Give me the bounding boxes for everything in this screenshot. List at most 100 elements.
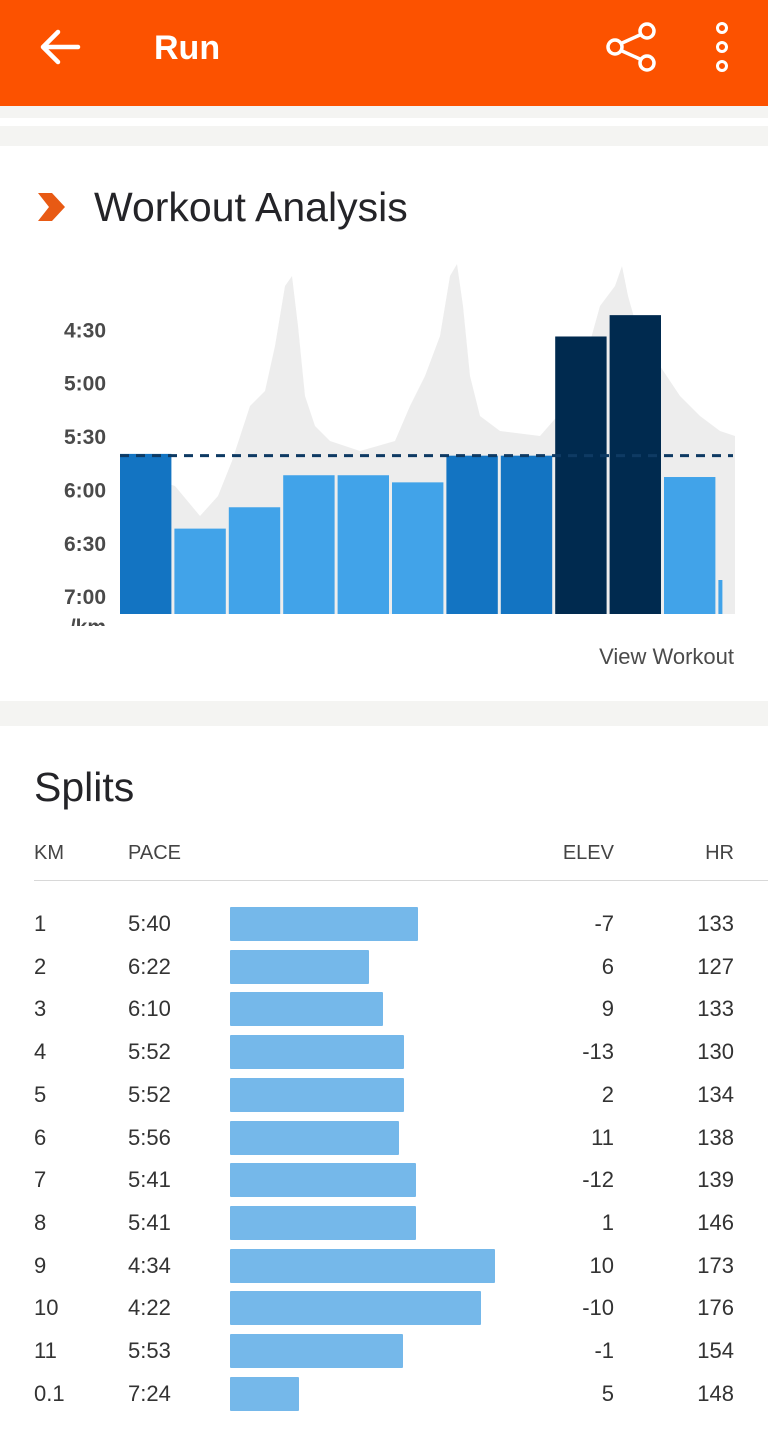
split-hr: 127 xyxy=(697,953,734,979)
table-row: 2 6:22 6 127 xyxy=(0,949,768,992)
table-row: 0.1 7:24 5 148 xyxy=(0,1376,768,1419)
split-pace-bar xyxy=(230,949,369,984)
split-elev: -10 xyxy=(582,1295,614,1321)
section-title: Splits xyxy=(34,764,135,810)
more-vertical-icon[interactable] xyxy=(708,22,736,72)
split-pace-bar xyxy=(230,1120,399,1155)
pace-chart[interactable]: 4:30 5:00 5:30 6:00 6:30 7:00/km xyxy=(0,246,768,626)
table-row: 9 4:34 10 173 xyxy=(0,1248,768,1291)
pace-bar[interactable] xyxy=(120,453,172,614)
split-km: 4 xyxy=(34,1039,47,1065)
pace-bar[interactable] xyxy=(500,455,553,614)
y-axis-tick-label: 4:30 xyxy=(64,319,106,342)
table-row: 3 6:10 9 133 xyxy=(0,992,768,1034)
split-km: 1 xyxy=(34,911,47,936)
chevron-right-icon xyxy=(38,193,65,221)
split-hr: 133 xyxy=(697,911,734,936)
y-axis-tick-label: 6:30 xyxy=(64,533,106,556)
split-km: 3 xyxy=(34,996,47,1022)
split-hr: 134 xyxy=(697,1081,734,1107)
hr-column-header: HR xyxy=(705,842,734,864)
table-row: 1 5:40 -7 133 xyxy=(0,907,768,949)
pace-bar[interactable] xyxy=(446,455,498,614)
split-elev: -1 xyxy=(594,1338,614,1363)
split-hr: 133 xyxy=(697,996,734,1022)
table-row: 7 5:41 -12 139 xyxy=(0,1163,768,1205)
pace-column-header: PACE xyxy=(128,842,181,864)
split-km: 11 xyxy=(34,1338,57,1363)
split-pace: 5:52 xyxy=(128,1039,171,1065)
split-hr: 139 xyxy=(697,1167,734,1193)
table-row: 10 4:22 -10 176 xyxy=(0,1291,768,1333)
km-column-header: KM xyxy=(34,842,64,864)
split-hr: 146 xyxy=(697,1209,734,1235)
page-title: Run xyxy=(154,29,221,67)
pace-bar[interactable] xyxy=(174,528,226,614)
split-hr: 173 xyxy=(697,1252,734,1278)
pace-bar[interactable] xyxy=(392,482,444,614)
arrow-left-icon[interactable] xyxy=(36,26,82,68)
y-axis-tick-label: 7:00 xyxy=(64,586,106,609)
split-km: 10 xyxy=(34,1295,59,1321)
split-km: 5 xyxy=(34,1081,47,1107)
split-elev: 5 xyxy=(601,1380,614,1406)
elev-column-header: ELEV xyxy=(562,842,614,864)
split-km: 7 xyxy=(34,1167,47,1193)
split-pace-bar xyxy=(230,1248,495,1283)
split-pace-bar xyxy=(230,1205,417,1240)
table-row: 4 5:52 -13 130 xyxy=(0,1035,768,1077)
split-km: 9 xyxy=(34,1252,47,1278)
split-pace: 5:41 xyxy=(128,1167,171,1193)
split-pace-bar xyxy=(230,907,418,941)
split-hr: 176 xyxy=(697,1295,734,1321)
section-divider xyxy=(0,701,768,726)
splits-section: Splits KM PACE ELEV HR 1 5:40 -7 133 2 6:22 6 1… xyxy=(0,726,768,1448)
split-pace-bar xyxy=(230,1035,404,1070)
table-row: 11 5:53 -1 154 xyxy=(0,1334,768,1376)
y-axis-tick-label: 5:30 xyxy=(64,426,106,449)
split-pace: 7:24 xyxy=(128,1380,171,1406)
split-pace: 5:40 xyxy=(128,911,171,936)
y-axis-tick-label: 5:00 xyxy=(64,373,106,396)
split-elev: 6 xyxy=(601,953,614,979)
split-km: 0.1 xyxy=(34,1380,65,1406)
split-km: 6 xyxy=(34,1124,47,1150)
pace-bar[interactable] xyxy=(555,336,607,614)
split-elev: 1 xyxy=(601,1209,614,1235)
split-pace-bar xyxy=(230,1334,403,1368)
split-pace: 6:22 xyxy=(128,953,171,979)
table-row: 6 5:56 11 138 xyxy=(0,1120,768,1163)
table-row: 8 5:41 1 146 xyxy=(0,1205,768,1248)
share-icon[interactable] xyxy=(604,20,658,74)
split-pace: 5:56 xyxy=(128,1124,171,1150)
pace-bar[interactable] xyxy=(283,475,335,614)
pace-bar[interactable] xyxy=(337,475,389,614)
split-km: 2 xyxy=(34,953,47,979)
pace-bar[interactable] xyxy=(228,507,281,614)
pace-bar[interactable] xyxy=(609,315,661,614)
view-workout-link[interactable]: View Workout xyxy=(599,644,734,669)
split-pace-bar xyxy=(230,1077,404,1112)
split-elev: -12 xyxy=(582,1167,614,1193)
split-elev: -13 xyxy=(582,1039,614,1065)
pace-bar[interactable] xyxy=(664,477,716,614)
split-pace: 6:10 xyxy=(128,996,171,1022)
y-axis-tick-label: 6:00 xyxy=(64,479,106,502)
split-pace-bar xyxy=(230,992,383,1027)
section-title: Workout Analysis xyxy=(94,184,408,230)
pace-bar[interactable] xyxy=(718,580,723,614)
split-elev: 11 xyxy=(591,1124,614,1150)
split-hr: 130 xyxy=(697,1039,734,1065)
split-pace-bar xyxy=(230,1291,482,1326)
split-hr: 138 xyxy=(697,1124,734,1150)
split-hr: 148 xyxy=(697,1380,734,1406)
split-pace-bar xyxy=(230,1376,300,1411)
split-pace: 5:52 xyxy=(128,1081,171,1107)
split-pace: 5:41 xyxy=(128,1209,171,1235)
split-pace: 4:22 xyxy=(128,1295,171,1321)
split-pace: 5:53 xyxy=(128,1338,171,1363)
split-elev: 10 xyxy=(589,1252,614,1278)
split-elev: -7 xyxy=(594,911,614,936)
header-divider xyxy=(34,880,768,881)
table-row: 5 5:52 2 134 xyxy=(0,1077,768,1120)
